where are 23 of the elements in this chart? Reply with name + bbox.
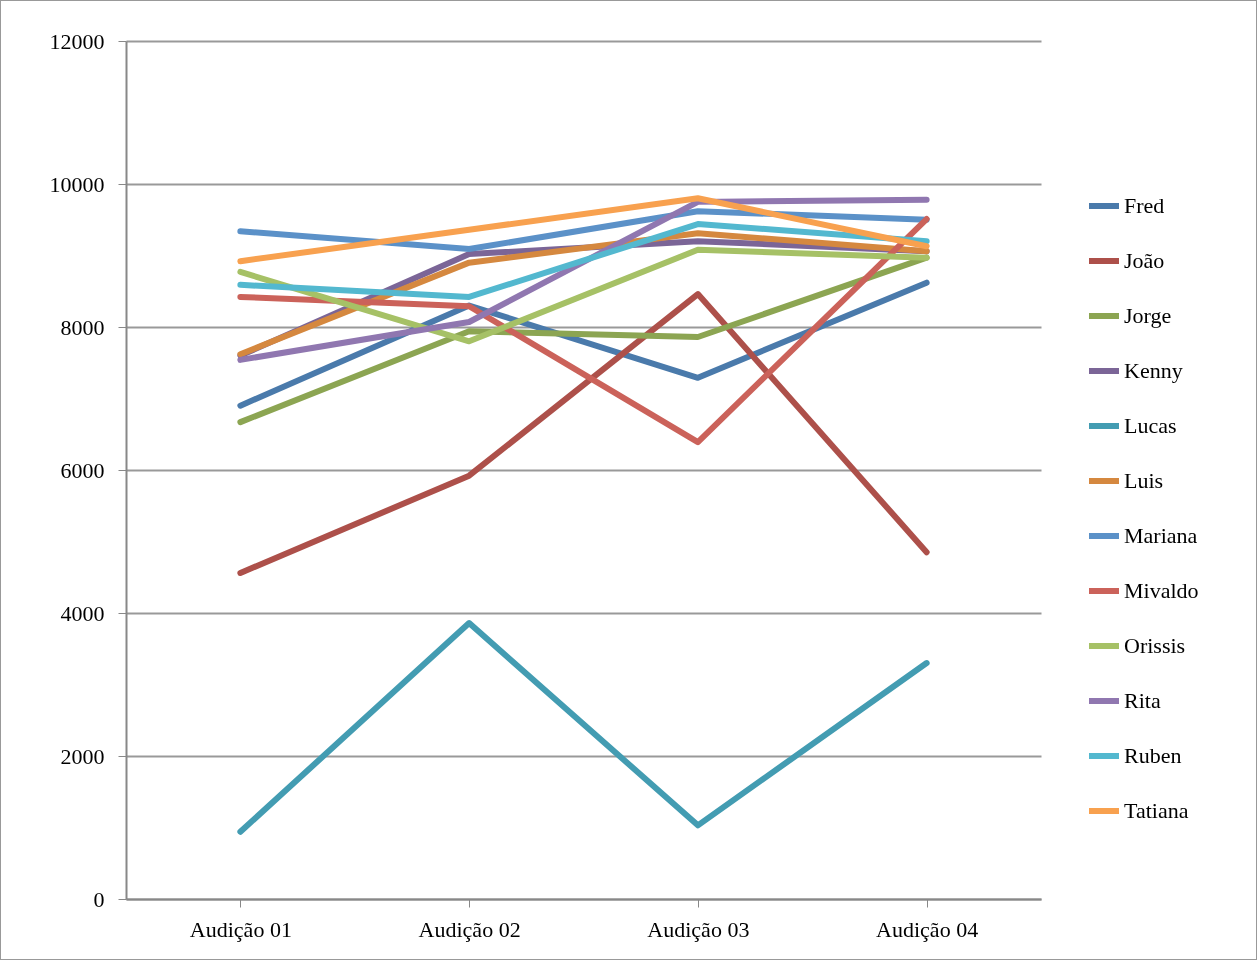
- legend-label: Mivaldo: [1124, 578, 1199, 603]
- legend-label: Orissis: [1124, 633, 1186, 658]
- x-tick-label: Audição 03: [647, 916, 750, 942]
- y-tick-label: 4000: [60, 600, 105, 626]
- legend-label: Kenny: [1124, 358, 1183, 383]
- legend-label: Mariana: [1124, 523, 1198, 548]
- x-tick-label: Audição 01: [189, 916, 292, 942]
- y-tick-label: 8000: [60, 314, 105, 340]
- legend-label: Fred: [1124, 193, 1165, 218]
- legend-label: Lucas: [1124, 413, 1177, 438]
- y-tick-label: 2000: [60, 743, 105, 769]
- y-tick-label: 6000: [60, 457, 105, 483]
- legend-label: Tatiana: [1124, 798, 1189, 823]
- legend-label: Jorge: [1124, 303, 1172, 328]
- legend-label: Rita: [1124, 688, 1161, 713]
- y-tick-label: 12000: [49, 28, 105, 54]
- legend-label: João: [1124, 248, 1165, 273]
- x-tick-label: Audição 04: [876, 916, 979, 942]
- y-tick-label: 0: [93, 886, 105, 912]
- legend-label: Ruben: [1124, 743, 1182, 768]
- legend-label: Luis: [1124, 468, 1164, 493]
- y-tick-label: 10000: [49, 171, 105, 197]
- x-tick-label: Audição 02: [418, 916, 521, 942]
